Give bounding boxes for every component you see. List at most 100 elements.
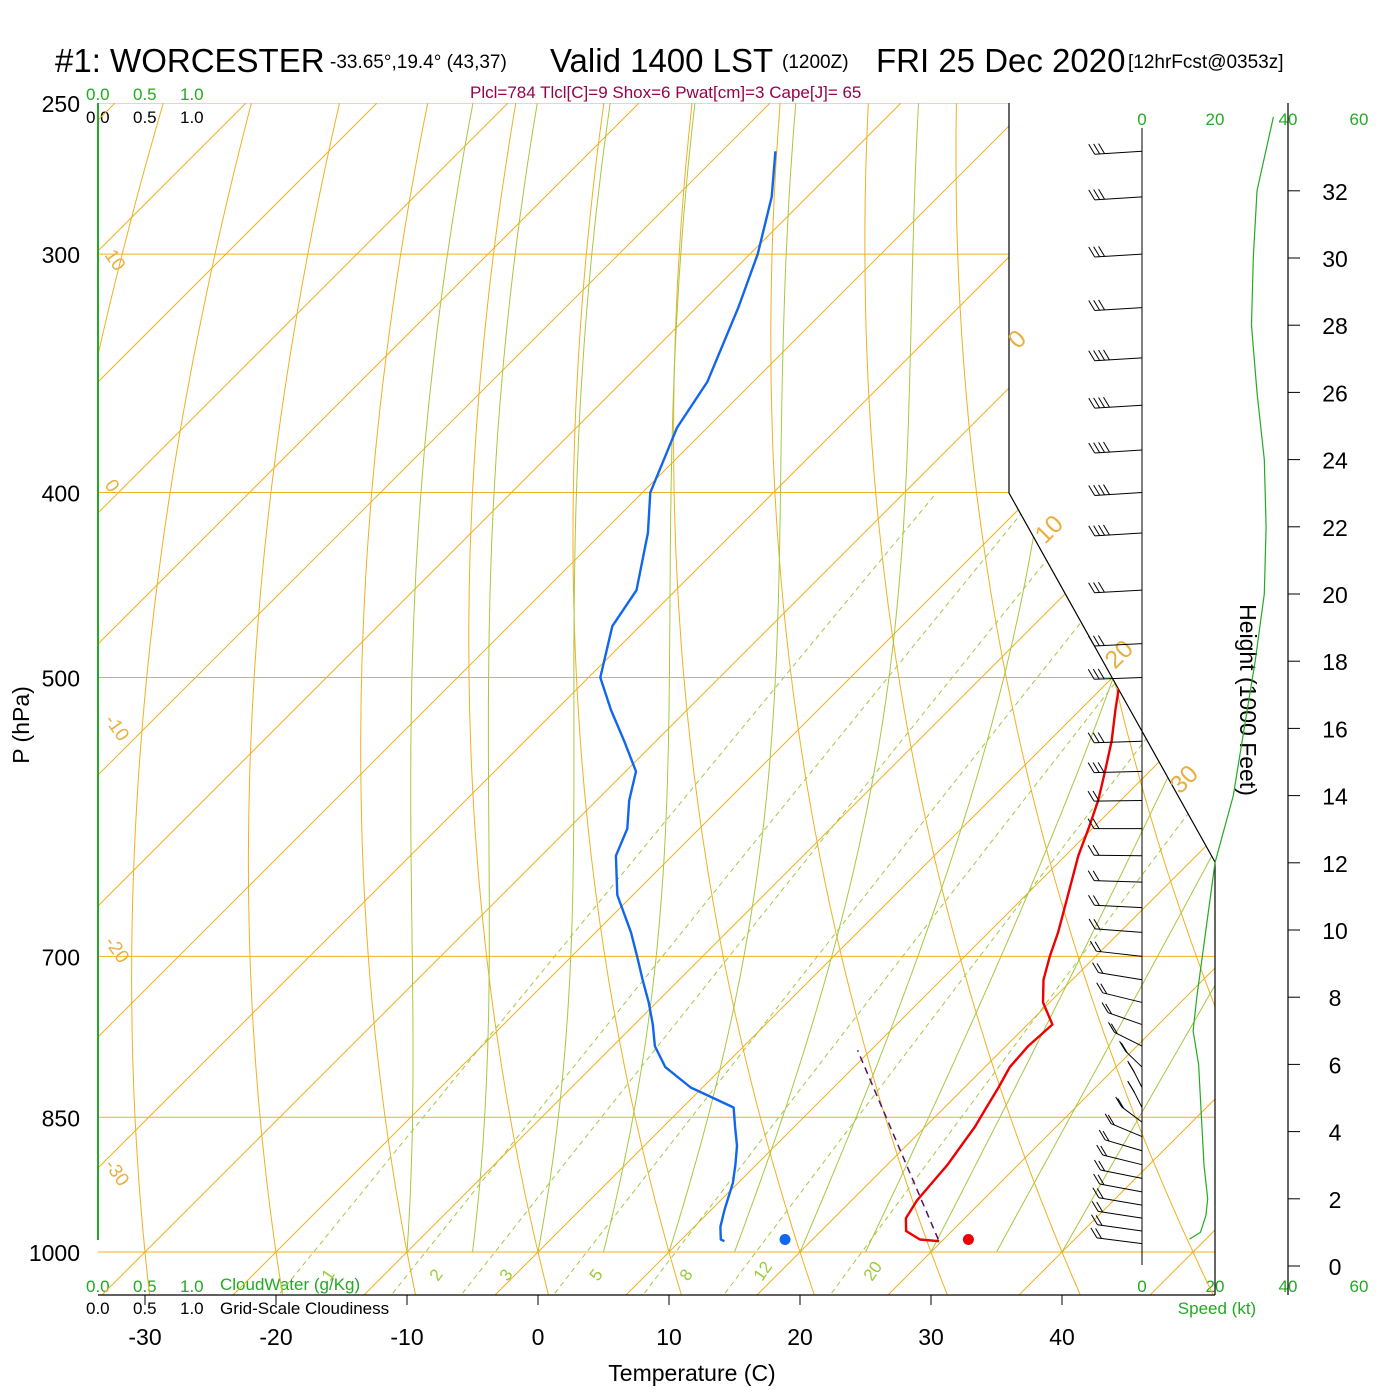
height-tick-label: 12 <box>1322 851 1348 877</box>
dry-adiabat-line <box>131 103 261 1295</box>
wind-barb-flag <box>1098 1160 1106 1172</box>
wind-barb-flag <box>1092 668 1100 680</box>
wind-barb-shaft <box>1096 950 1143 957</box>
height-tick-label: 30 <box>1322 246 1348 272</box>
pressure-tick-label: 400 <box>42 481 80 507</box>
isotherm-line <box>98 103 936 1295</box>
wind-barb-shaft <box>1133 1090 1143 1108</box>
wind-barb-flag <box>1092 818 1100 829</box>
surface-temp-marker <box>962 1233 974 1245</box>
wind-barb-flag <box>1098 349 1106 361</box>
wind-barb-flag <box>1101 1002 1109 1013</box>
wind-barb-flag <box>1115 1096 1123 1108</box>
wind-barb-flag <box>1093 189 1101 200</box>
speed-bottom-3: 60 <box>1350 1277 1369 1296</box>
height-tick-label: 26 <box>1322 380 1348 406</box>
wind-barb-shaft <box>1098 972 1143 981</box>
moist-adiabat-line <box>865 103 1215 1253</box>
wind-barb-flag <box>1093 1173 1101 1185</box>
wind-barb-flag <box>1093 350 1101 361</box>
wind-barb-shaft <box>1099 1183 1143 1193</box>
wind-barb-flag <box>1087 818 1095 829</box>
dry-adiabat-line <box>673 103 823 1295</box>
x-tick-label: 30 <box>918 1324 944 1350</box>
wind-barb-flag <box>1100 983 1108 995</box>
dewpoint-profile-line <box>599 151 777 1243</box>
moist-adiabat-label: 0 <box>1002 325 1032 355</box>
wind-barb-flag <box>1092 635 1100 647</box>
wind-barb-flag <box>1092 1187 1100 1199</box>
wind-barb-flag <box>1105 1003 1113 1015</box>
wind-barb-flag <box>1128 1062 1135 1073</box>
height-axis-title: Height (1000 Feet) <box>1235 604 1261 796</box>
x-axis-title: Temperature (C) <box>608 1360 775 1386</box>
x-tick-label: -20 <box>259 1324 292 1350</box>
wind-barb-flag <box>1091 1214 1098 1225</box>
speed-top-3: 60 <box>1350 110 1369 129</box>
moist-adiabat-label: 30 <box>1164 760 1203 799</box>
x-tick-label: 20 <box>787 1324 813 1350</box>
wind-barb-flag <box>1092 790 1100 802</box>
height-tick-label: 2 <box>1329 1187 1342 1213</box>
wind-barb-flag <box>1119 1041 1127 1052</box>
wind-barb-shaft <box>1107 1012 1143 1026</box>
isotherm-line <box>342 103 1215 1295</box>
cloud-bottom-green-2: 1.0 <box>180 1277 204 1296</box>
wind-barb-shaft <box>1114 1031 1143 1047</box>
wind-barb-flag <box>1093 442 1101 453</box>
speed-top-0: 0 <box>1137 110 1146 129</box>
dry-adiabat-line <box>468 103 555 1295</box>
wind-barb-flag <box>1093 397 1101 409</box>
wind-barb-flag <box>1088 397 1096 409</box>
wind-barb-shaft <box>1095 928 1143 933</box>
wind-barb-flag <box>1087 668 1095 680</box>
cloud-scale-bottom: 0.0 0.5 1.0 CloudWater (g/Kg) 0.0 0.5 1.… <box>86 1275 389 1318</box>
surface-dewpoint-marker <box>779 1233 791 1245</box>
wind-barb-flag <box>1097 635 1105 646</box>
height-tick-label: 6 <box>1329 1052 1342 1078</box>
plot-right-edge <box>1008 103 1216 1295</box>
cloud-top-black-2: 1.0 <box>180 108 204 127</box>
dry-adiabat-line <box>864 103 1090 1295</box>
wind-barb-shaft <box>1094 800 1143 802</box>
cloud-top-green-1: 0.5 <box>133 85 157 104</box>
moist-adiabat-line <box>406 103 481 1253</box>
axes: -30 -20 -10 0 10 20 30 402503004005007008501000… <box>29 91 1348 1350</box>
wind-barb-flag <box>1098 397 1106 408</box>
dry-adiabat-label: 10 <box>100 246 129 275</box>
mixing-ratio-label: 3 <box>496 1266 517 1285</box>
wind-barb-flag <box>1087 870 1095 881</box>
wind-barb-flag <box>1103 441 1110 453</box>
wind-barb-flag <box>1117 1098 1125 1109</box>
wind-barb-shaft <box>1094 357 1143 362</box>
wind-barb-flag <box>1087 844 1095 856</box>
dry-adiabat-label: -10 <box>100 711 133 746</box>
moist-adiabat-line <box>799 103 1071 1253</box>
utc-time: (1200Z) <box>782 52 849 73</box>
mixing-ratio-line <box>548 492 1185 1295</box>
moist-adiabat-line <box>537 103 616 1253</box>
isotherm-line <box>98 103 674 1295</box>
wind-barb-flag <box>1107 1114 1115 1126</box>
height-tick-label: 20 <box>1322 582 1348 608</box>
wind-barb-flag <box>1098 484 1106 496</box>
x-tick-label: -10 <box>390 1324 423 1350</box>
wind-barb-flag <box>1093 484 1101 496</box>
wind-barb-flag <box>1098 581 1105 593</box>
y-axis-title: P (hPa) <box>8 686 34 764</box>
wind-barb-flag <box>1128 1082 1135 1093</box>
mixing-ratio-label: 2 <box>426 1266 447 1285</box>
wind-barb-flag <box>1096 1188 1104 1199</box>
wind-barb-shaft <box>1094 307 1143 312</box>
wind-barb-shaft <box>1102 992 1143 1003</box>
wind-barb-shaft <box>1094 589 1143 594</box>
height-tick-label: 18 <box>1322 649 1348 675</box>
isotherm-line <box>997 103 1215 1295</box>
dry-adiabat-label: 0 <box>100 476 123 497</box>
x-tick-label: -30 <box>128 1324 161 1350</box>
wind-barb-flag <box>1096 1144 1104 1156</box>
isotherm-line <box>735 103 1215 1295</box>
wind-barb-shaft <box>1094 854 1143 857</box>
moist-adiabat-label: 20 <box>1099 635 1138 674</box>
moist-adiabat-line <box>603 103 700 1253</box>
